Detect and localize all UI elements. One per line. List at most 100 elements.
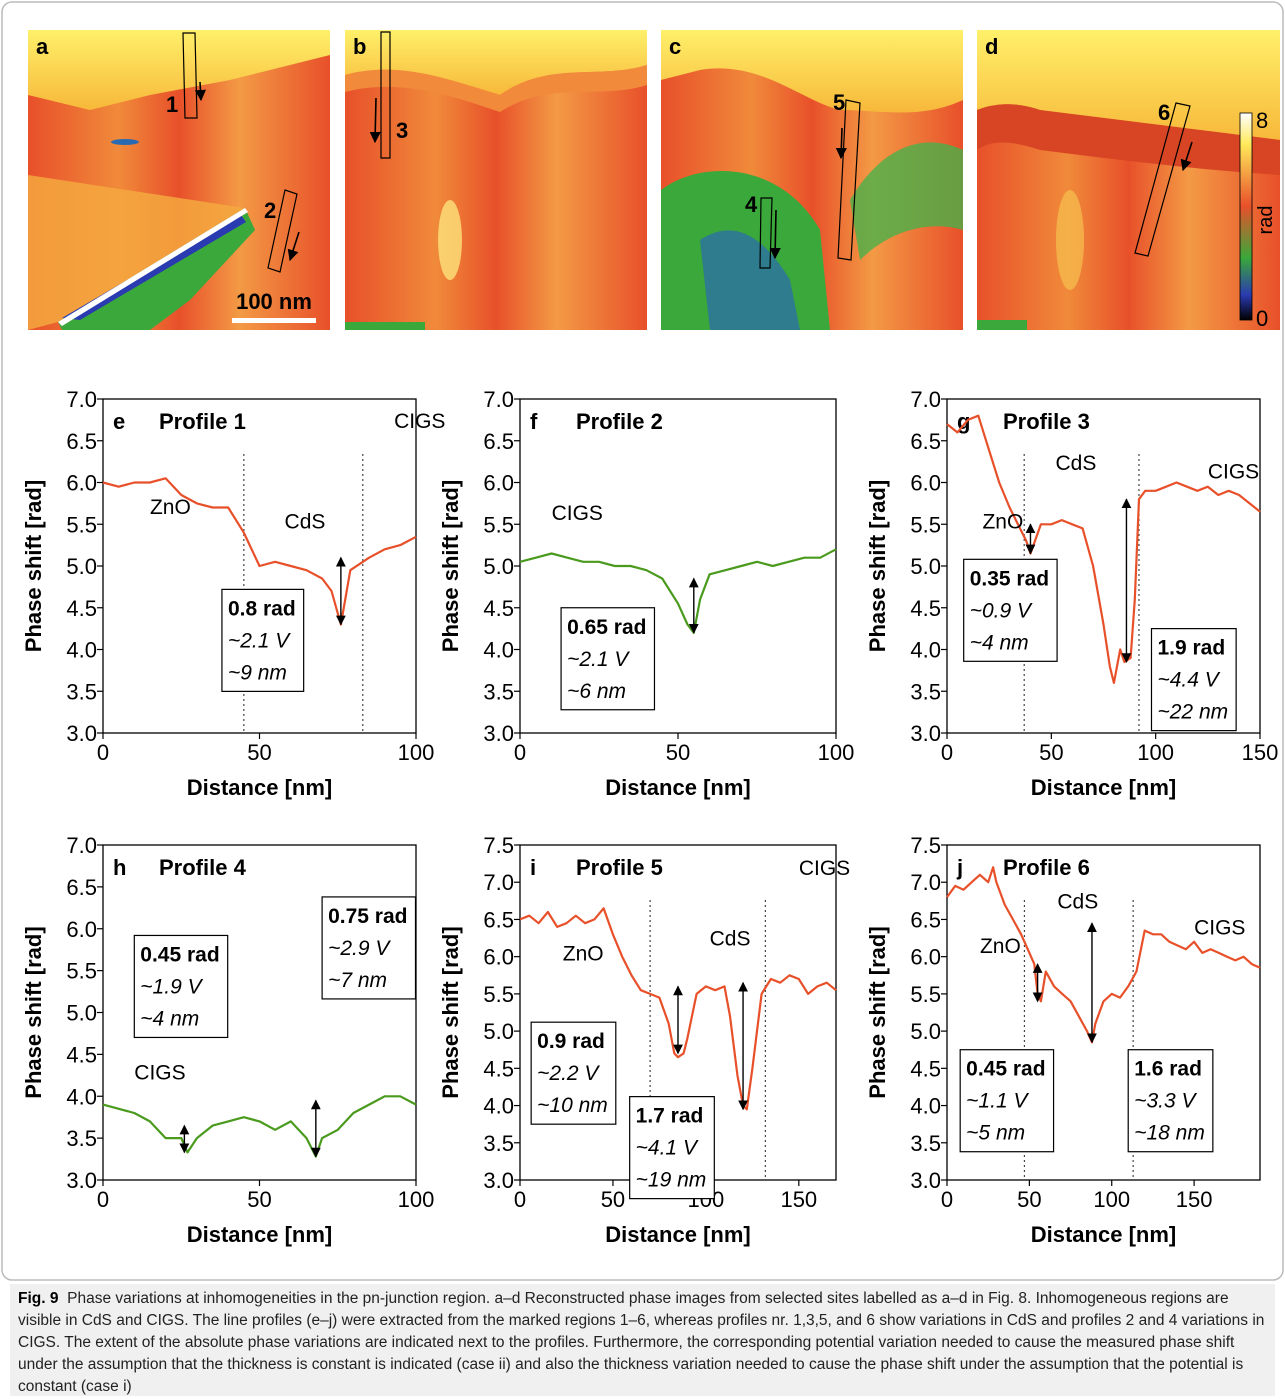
annotation-text: 0.75 rad (328, 905, 407, 928)
region-label: CdS (1056, 452, 1097, 475)
annotation-box (1127, 1049, 1214, 1153)
chart-title: Profile 2 (576, 409, 663, 434)
chart-title: Profile 5 (576, 855, 663, 880)
annotation-box (1150, 628, 1237, 732)
chart: 3.0 3.5 4.0 4.5 5.0 5.5 6.0 6.5 7.0 0 50 100 150 Dist… (865, 387, 1278, 800)
colorbar (1239, 112, 1253, 321)
y-axis-label: Phase shift [rad] (865, 480, 890, 652)
marker-label: 1 (166, 92, 178, 117)
x-axis-label: Distance [nm] (605, 775, 750, 800)
y-tick-label: 4.5 (66, 596, 97, 621)
annotation-text: ~4 nm (140, 1007, 199, 1030)
x-axis-label: Distance [nm] (1031, 1222, 1176, 1247)
marker-label: 3 (396, 118, 408, 143)
y-tick-label: 6.0 (910, 471, 941, 496)
y-tick-label: 5.5 (910, 512, 941, 537)
image-panel: a 1 2 100 nm (28, 30, 330, 330)
region-label: ZnO (980, 935, 1021, 958)
annotation-text: ~5 nm (966, 1122, 1025, 1145)
marker-label: 5 (833, 90, 845, 115)
panel-label: j (956, 855, 963, 880)
y-tick-label: 6.5 (910, 429, 941, 454)
caption-label: Fig. 9 (18, 1290, 59, 1307)
annotation-box (133, 934, 229, 1039)
y-tick-label: 5.0 (66, 554, 97, 579)
y-tick-label: 3.0 (483, 721, 514, 746)
annotation-text: ~4.1 V (636, 1137, 699, 1160)
y-tick-label: 6.5 (66, 429, 97, 454)
panel-label: b (353, 34, 366, 59)
y-tick-label: 6.0 (483, 945, 514, 970)
marker-label: 6 (1158, 100, 1170, 125)
annotation-text: 0.35 rad (970, 567, 1049, 590)
region-label: CIGS (1208, 460, 1259, 483)
image-panel: d 6 8 0 rad (977, 30, 1280, 331)
y-tick-label: 6.5 (910, 907, 941, 932)
y-tick-label: 5.0 (483, 1019, 514, 1044)
chart: 3.0 3.5 4.0 4.5 5.0 5.5 6.0 6.5 7.0 0 50 100 Distanc… (438, 387, 854, 800)
y-tick-label: 7.0 (910, 870, 941, 895)
y-tick-label: 5.0 (910, 1019, 941, 1044)
y-tick-label: 3.0 (66, 721, 97, 746)
y-tick-label: 4.0 (910, 1094, 941, 1119)
plot-frame (946, 844, 1261, 1181)
y-tick-label: 6.5 (483, 907, 514, 932)
y-tick-label: 4.5 (483, 596, 514, 621)
y-tick-label: 3.5 (483, 1131, 514, 1156)
marker-label: 2 (264, 198, 276, 223)
x-tick-label: 100 (398, 1187, 435, 1212)
region-label: CdS (1057, 890, 1098, 913)
chart: 3.0 3.5 4.0 4.5 5.0 5.5 6.0 6.5 7.0 0 50 100 Distanc… (21, 387, 445, 800)
y-tick-label: 7.5 (910, 833, 941, 858)
panel-label: f (530, 409, 538, 434)
annotation-text: 0.65 rad (567, 616, 646, 639)
annotation-text: ~18 nm (1134, 1122, 1205, 1145)
y-tick-label: 3.0 (910, 1168, 941, 1193)
x-tick-label: 150 (1242, 740, 1279, 765)
annotation-text: ~22 nm (1157, 701, 1228, 724)
annotation-box (221, 588, 305, 692)
panel-label: d (985, 34, 998, 59)
figure: a 1 2 100 nm b 3 c 5 4 (1, 1, 1284, 1281)
region-label: ZnO (563, 942, 604, 965)
y-tick-label: 3.0 (910, 721, 941, 746)
y-tick-label: 3.5 (66, 1126, 97, 1151)
y-tick-label: 3.5 (910, 679, 941, 704)
chart: 3.0 3.5 4.0 4.5 5.0 5.5 6.0 6.5 7.0 7.5 0 50 100 150D… (865, 833, 1261, 1247)
y-tick-label: 6.5 (483, 429, 514, 454)
image-panel: c 5 4 (661, 30, 963, 330)
y-tick-label: 6.0 (910, 945, 941, 970)
x-tick-label: 0 (97, 740, 109, 765)
scale-bar-label: 100 nm (236, 289, 312, 314)
region-label: ZnO (150, 496, 191, 519)
x-tick-label: 100 (398, 740, 435, 765)
annotation-text: ~1.9 V (140, 975, 203, 998)
y-tick-label: 3.0 (66, 1168, 97, 1193)
x-axis-label: Distance [nm] (187, 1222, 332, 1247)
y-tick-label: 7.0 (483, 870, 514, 895)
x-tick-label: 0 (941, 740, 953, 765)
annotation-text: ~10 nm (537, 1094, 608, 1117)
region-label: CdS (285, 510, 326, 533)
y-tick-label: 3.5 (66, 679, 97, 704)
chart-title: Profile 1 (159, 409, 246, 434)
x-axis-label: Distance [nm] (605, 1222, 750, 1247)
y-tick-label: 3.5 (483, 679, 514, 704)
annotation-text: ~2.2 V (537, 1062, 600, 1085)
colorbar-label: rad (1255, 206, 1277, 235)
region-label: CdS (710, 928, 751, 951)
annotation-text: 0.8 rad (228, 597, 296, 620)
y-tick-label: 5.5 (910, 982, 941, 1007)
x-tick-label: 50 (601, 1187, 625, 1212)
x-tick-label: 100 (818, 740, 855, 765)
y-tick-label: 4.0 (66, 638, 97, 663)
annotation-text: ~4.4 V (1157, 669, 1220, 692)
colorbar-tick: 8 (1256, 108, 1268, 133)
figure-border (1, 1, 1284, 1281)
y-tick-label: 4.5 (66, 1042, 97, 1067)
profile-line (519, 907, 837, 1111)
x-tick-label: 0 (941, 1187, 953, 1212)
y-axis-label: Phase shift [rad] (21, 480, 46, 652)
x-tick-label: 0 (514, 1187, 526, 1212)
y-tick-label: 5.0 (66, 1001, 97, 1026)
